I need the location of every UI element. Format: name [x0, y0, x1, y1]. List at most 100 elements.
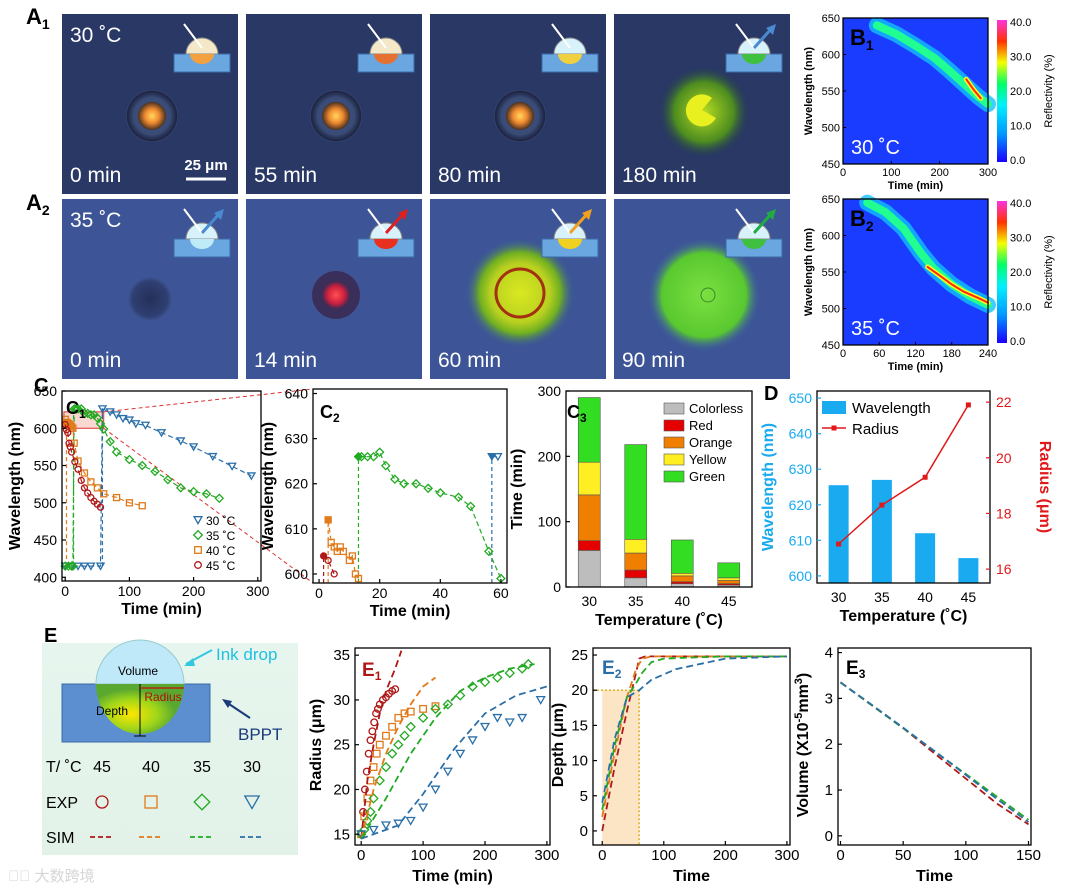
- inset-drop-color: [558, 239, 582, 249]
- exp-point: [368, 793, 379, 804]
- data-point: [68, 561, 78, 571]
- legend-label: Yellow: [689, 452, 727, 467]
- panel-label-d: D: [764, 383, 778, 405]
- exp-point: [479, 722, 491, 732]
- plot-frame: [565, 390, 753, 588]
- y-axis-label: Wavelength (nm): [7, 422, 24, 550]
- time-label: 55 min: [254, 164, 317, 187]
- exp-point: [405, 816, 416, 826]
- bppt-label: BPPT: [238, 725, 282, 744]
- exp-point: [362, 815, 373, 827]
- data-point: [74, 465, 82, 473]
- y-tick-label: 0: [825, 828, 833, 845]
- exp-point: [467, 736, 478, 746]
- droplet-orange: [506, 102, 534, 130]
- y-tick-label: 20: [996, 450, 1012, 466]
- plot-frame: [61, 390, 262, 582]
- data-point: [70, 439, 78, 447]
- legend-swatch: [663, 436, 685, 449]
- data-point: [374, 447, 385, 457]
- stacked-bar-segment: [577, 397, 601, 463]
- temperature-label: 30 ˚C: [70, 24, 121, 47]
- droplet-yellow: [466, 239, 574, 347]
- y-tick-label: 15: [333, 826, 350, 843]
- x-tick-label: 300: [534, 847, 559, 864]
- inset-reflected-ray: [752, 26, 774, 50]
- legend-swatch: [663, 419, 685, 432]
- data-point: [66, 561, 77, 571]
- heatmap-background: [843, 199, 988, 345]
- y-tick-label: 200: [538, 448, 562, 464]
- data-point: [324, 516, 332, 524]
- time-label: 60 min: [438, 349, 501, 372]
- table-exp-label: EXP: [46, 795, 78, 812]
- legend-marker: [194, 546, 202, 554]
- exp-point: [504, 718, 515, 728]
- time-label: 90 min: [622, 349, 685, 372]
- table-exp-marker: [243, 795, 261, 810]
- y-tick-label: 300: [538, 383, 562, 399]
- y-tick-label: 630: [285, 431, 309, 447]
- stacked-bar-segment: [624, 577, 648, 588]
- legend-label: Green: [689, 469, 725, 484]
- x-tick-label: 300: [774, 847, 799, 864]
- label-sup: 3: [793, 678, 805, 684]
- y-tick-label: 500: [822, 123, 840, 135]
- droplet-red-ring: [494, 267, 546, 319]
- series-line: [64, 419, 143, 507]
- arrow-head-icon: [222, 699, 232, 708]
- wavelength-bar: [958, 558, 979, 583]
- data-point: [156, 429, 167, 438]
- y-tick-label: 16: [996, 561, 1012, 577]
- x-tick-label: 180: [943, 348, 961, 360]
- series-line: [358, 451, 502, 579]
- data-point: [97, 405, 108, 414]
- inset-drop-color: [558, 54, 582, 64]
- data-point: [131, 420, 141, 429]
- plot-frame: [837, 647, 1032, 846]
- y-tick-label: 25: [571, 647, 588, 664]
- exp-point: [370, 718, 379, 727]
- data-point: [74, 457, 82, 465]
- exp-point: [368, 727, 377, 736]
- y-tick-label: 2: [825, 736, 833, 753]
- panel-label-b1: B1: [850, 25, 874, 53]
- data-point: [105, 436, 115, 447]
- y-tick-label: 500: [822, 304, 840, 316]
- arrow-head-icon: [214, 209, 224, 220]
- data-point: [79, 562, 90, 571]
- label-sup: -5: [793, 713, 805, 723]
- panel-label-e1: E1: [362, 660, 382, 683]
- wavelength-bar: [828, 485, 849, 583]
- chart-c3: 30 35 40 45 300 200 100 0 Temperature (˚C) Time (…: [509, 383, 753, 629]
- series-line: [64, 424, 101, 508]
- y-tick-label: 600: [285, 566, 309, 582]
- zoom-connector: [103, 427, 314, 584]
- data-point: [487, 453, 497, 462]
- wavelength-bar: [871, 479, 892, 583]
- micrograph-tile: 55 min: [246, 14, 422, 194]
- data-point: [483, 546, 494, 557]
- y-tick-label: 450: [822, 340, 840, 352]
- exp-point: [535, 695, 546, 705]
- x-tick-label: 0: [315, 585, 323, 601]
- inset-reflected-ray: [200, 211, 222, 235]
- x-tick-label: 100: [953, 847, 978, 864]
- data-point: [80, 469, 89, 477]
- y-tick-label: 1: [825, 782, 833, 799]
- exp-point: [393, 819, 404, 829]
- x-tick-label: 200: [472, 847, 497, 864]
- y-tick-label: 650: [789, 390, 813, 406]
- legend-label: 30 ˚C: [206, 514, 236, 528]
- colorbar-tick-label: 30.0: [1010, 52, 1031, 64]
- data-point: [188, 486, 199, 497]
- data-point: [330, 570, 338, 578]
- watermark: ᑕ⃝ 大数跨境: [8, 868, 95, 885]
- wavelength-bar: [915, 533, 936, 583]
- y-tick-label: 20: [333, 781, 350, 798]
- y-tick-label: 0: [553, 579, 561, 595]
- x-tick-label: 40: [433, 585, 449, 601]
